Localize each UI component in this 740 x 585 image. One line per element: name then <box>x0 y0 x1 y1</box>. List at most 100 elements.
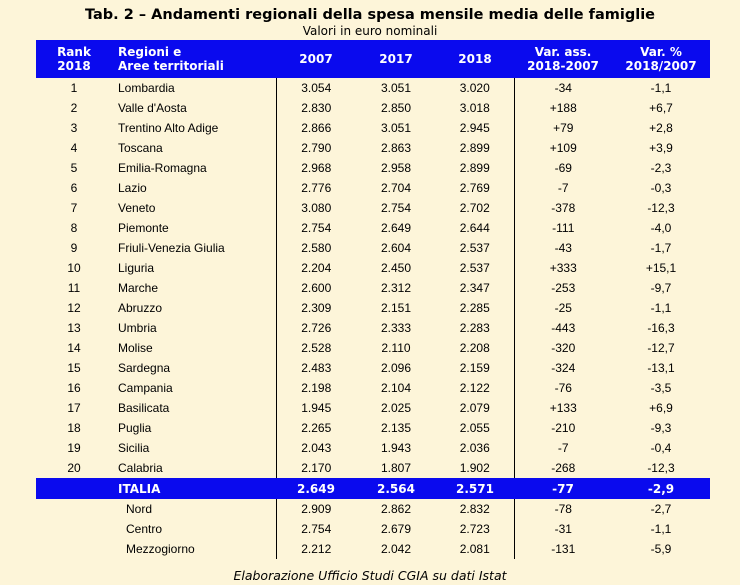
table-row: 16 Campania 2.198 2.104 2.122 -76 -3,5 <box>36 378 710 398</box>
y2018-cell: 2.571 <box>436 478 514 499</box>
var-ass-cell: +188 <box>513 98 612 118</box>
y2007-cell: 2.204 <box>275 258 356 278</box>
table-row: 2 Valle d'Aosta 2.830 2.850 3.018 +188 +6,7 <box>36 98 710 118</box>
region-cell: Veneto <box>118 201 156 215</box>
rank-cell: 14 <box>67 341 81 355</box>
var-ass-cell: -131 <box>513 539 612 559</box>
y2007-cell: 2.776 <box>275 178 356 198</box>
var-ass-cell: -320 <box>513 338 612 358</box>
y2018-cell: 2.081 <box>459 542 490 556</box>
var-pct-cell: -1,1 <box>650 301 672 315</box>
var-ass-cell: -34 <box>513 78 612 98</box>
y2007-cell: 2.580 <box>275 238 356 258</box>
region-cell: Liguria <box>118 261 155 275</box>
var-pct-cell: -2,7 <box>650 502 672 516</box>
y2007-cell: 2.830 <box>275 98 356 118</box>
region-cell: ITALIA <box>112 478 276 499</box>
y2007-cell: 3.054 <box>275 78 356 98</box>
table-row: 20 Calabria 2.170 1.807 1.902 -268 -12,3 <box>36 458 710 478</box>
source-note: Elaborazione Ufficio Studi CGIA su dati … <box>233 568 507 583</box>
var-pct-cell: -13,1 <box>647 361 675 375</box>
region-cell: Abruzzo <box>118 301 163 315</box>
y2007-cell: 2.754 <box>275 218 356 238</box>
y2018-cell: 2.055 <box>459 421 490 435</box>
y2018-cell: 2.832 <box>459 502 490 516</box>
rank-cell: 5 <box>70 161 78 175</box>
var-pct-cell: -2,9 <box>612 478 710 499</box>
italia-row: ITALIA 2.649 2.564 2.571 -77 -2,9 <box>36 478 710 499</box>
y2017-cell: 2.450 <box>380 261 412 275</box>
y2017-cell: 2.110 <box>381 341 411 355</box>
table-row: 11 Marche 2.600 2.312 2.347 -253 -9,7 <box>36 278 710 298</box>
table-row: 6 Lazio 2.776 2.704 2.769 -7 -0,3 <box>36 178 710 198</box>
var-ass-cell: -77 <box>514 478 612 499</box>
y2007-cell: 2.043 <box>275 438 356 458</box>
y2018-cell: 2.347 <box>459 281 490 295</box>
y2017-cell: 2.649 <box>380 221 412 235</box>
var-ass-cell: +79 <box>513 118 612 138</box>
y2018-cell: 2.285 <box>459 301 490 315</box>
table-row: 8 Piemonte 2.754 2.649 2.644 -111 -4,0 <box>36 218 710 238</box>
var-pct-cell: +3,9 <box>649 141 673 155</box>
y2017-cell: 2.333 <box>380 321 412 335</box>
rank-cell: 11 <box>67 281 81 295</box>
y2017-cell: 2.025 <box>380 401 412 415</box>
y2018-cell: 2.769 <box>459 181 490 195</box>
rank-cell: 7 <box>70 201 78 215</box>
region-cell: Trentino Alto Adige <box>118 121 219 135</box>
var-ass-cell: -111 <box>513 218 612 238</box>
var-pct-cell: -12,3 <box>647 201 675 215</box>
table-row: 10 Liguria 2.204 2.450 2.537 +333 +15,1 <box>36 258 710 278</box>
rank-cell: 12 <box>67 301 81 315</box>
var-pct-cell: -5,9 <box>650 542 672 556</box>
header-region: Regioni e Aree territoriali <box>112 40 276 78</box>
var-ass-cell: -324 <box>513 358 612 378</box>
y2018-cell: 2.899 <box>459 161 490 175</box>
var-pct-cell: +2,8 <box>649 121 673 135</box>
y2017-cell: 2.042 <box>380 542 412 556</box>
table-row: 9 Friuli-Venezia Giulia 2.580 2.604 2.537 -43… <box>36 238 710 258</box>
y2017-cell: 2.679 <box>380 522 412 536</box>
rank-cell: 4 <box>70 141 78 155</box>
header-row: Rank 2018 Regioni e Aree territoriali 2007… <box>36 40 710 78</box>
region-cell: Calabria <box>118 461 163 475</box>
y2017-cell: 2.312 <box>380 281 412 295</box>
y2007-cell: 2.528 <box>275 338 356 358</box>
y2017-cell: 1.943 <box>380 441 412 455</box>
region-cell: Campania <box>118 381 173 395</box>
table-row: 15 Sardegna 2.483 2.096 2.159 -324 -13,1 <box>36 358 710 378</box>
header-var-pct: Var. % 2018/2007 <box>612 40 710 78</box>
rank-cell <box>36 478 112 499</box>
region-cell: Umbria <box>118 321 157 335</box>
region-cell: Basilicata <box>118 401 170 415</box>
var-pct-cell: -1,7 <box>650 241 672 255</box>
y2007-cell: 2.726 <box>275 318 356 338</box>
var-pct-cell: -16,3 <box>647 321 675 335</box>
rank-cell: 10 <box>67 261 81 275</box>
var-ass-cell: -25 <box>513 298 612 318</box>
rank-cell: 3 <box>70 121 78 135</box>
y2017-cell: 2.863 <box>380 141 412 155</box>
y2007-cell: 2.309 <box>275 298 356 318</box>
y2017-cell: 2.604 <box>380 241 412 255</box>
y2018-cell: 2.283 <box>459 321 490 335</box>
y2017-cell: 2.135 <box>380 421 412 435</box>
y2017-cell: 3.051 <box>380 121 412 135</box>
rank-cell: 9 <box>70 241 78 255</box>
y2018-cell: 2.159 <box>459 361 490 375</box>
var-ass-cell: -378 <box>513 198 612 218</box>
y2018-cell: 2.945 <box>459 121 490 135</box>
rank-cell: 18 <box>67 421 81 435</box>
region-cell: Lazio <box>118 181 147 195</box>
header-2017: 2017 <box>356 40 436 78</box>
table-row: 18 Puglia 2.265 2.135 2.055 -210 -9,3 <box>36 418 710 438</box>
table-body: 1 Lombardia 3.054 3.051 3.020 -34 -1,1 2 Valle d… <box>36 78 710 559</box>
y2007-cell: 2.968 <box>275 158 356 178</box>
y2017-cell: 3.051 <box>380 81 412 95</box>
y2018-cell: 2.036 <box>459 441 490 455</box>
var-pct-cell: +6,7 <box>649 101 673 115</box>
region-cell: Sardegna <box>118 361 171 375</box>
y2007-cell: 2.754 <box>275 519 356 539</box>
rank-cell <box>36 519 112 539</box>
var-ass-cell: +133 <box>513 398 612 418</box>
